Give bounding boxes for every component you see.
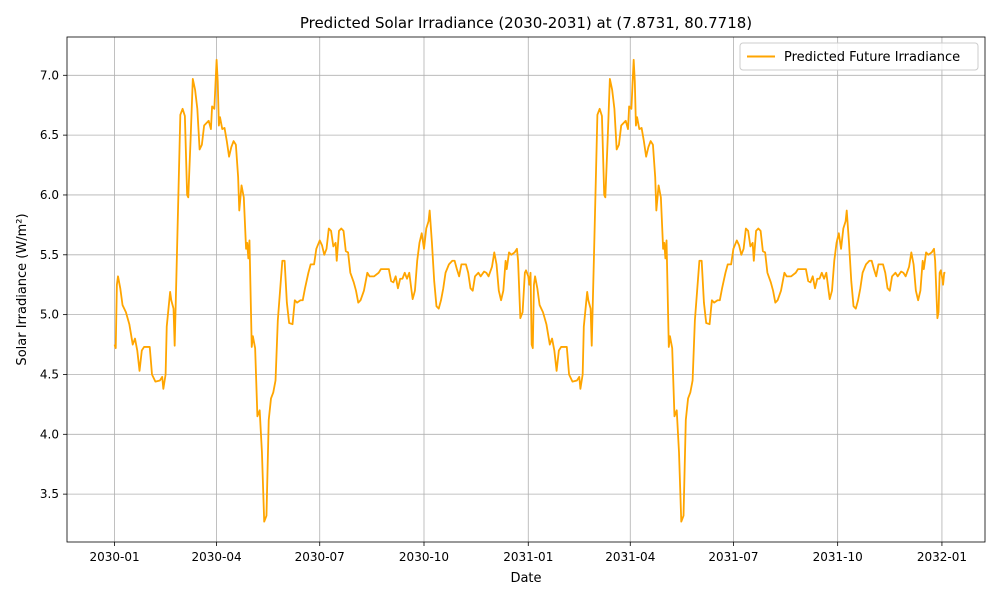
y-tick-label: 3.5 (40, 487, 59, 501)
x-tick-label: 2031-01 (503, 550, 553, 564)
y-axis-label: Solar Irradiance (W/m²) (15, 213, 30, 365)
series-layer (113, 58, 946, 523)
x-tick-label: 2030-01 (90, 550, 140, 564)
legend: Predicted Future Irradiance (739, 42, 979, 71)
plot-frame (66, 36, 986, 543)
y-tick-label: 5.0 (40, 308, 59, 322)
y-tick-label: 4.0 (40, 427, 59, 441)
chart-title: Predicted Solar Irradiance (2030-2031) a… (300, 14, 752, 32)
series-line (113, 58, 946, 523)
x-tick-label: 2030-10 (399, 550, 449, 564)
x-tick-label: 2030-07 (295, 550, 345, 564)
y-tick-label: 4.5 (40, 367, 59, 381)
x-tick-label: 2031-10 (813, 550, 863, 564)
ticks: 2030-01 2030-04 2030-07 2030-10 2031-01 2031-… (40, 68, 967, 564)
grid (67, 37, 985, 542)
y-tick-label: 6.5 (40, 128, 59, 142)
legend-box (739, 42, 979, 71)
y-tick-label: 7.0 (40, 68, 59, 82)
x-tick-label: 2031-04 (605, 550, 655, 564)
y-tick-label: 6.0 (40, 188, 59, 202)
x-tick-label: 2031-07 (708, 550, 758, 564)
x-tick-label: 2030-04 (192, 550, 242, 564)
x-tick-label: 2032-01 (917, 550, 967, 564)
legend-label: Predicted Future Irradiance (784, 50, 960, 65)
y-tick-label: 5.5 (40, 248, 59, 262)
x-axis-label: Date (510, 571, 541, 586)
